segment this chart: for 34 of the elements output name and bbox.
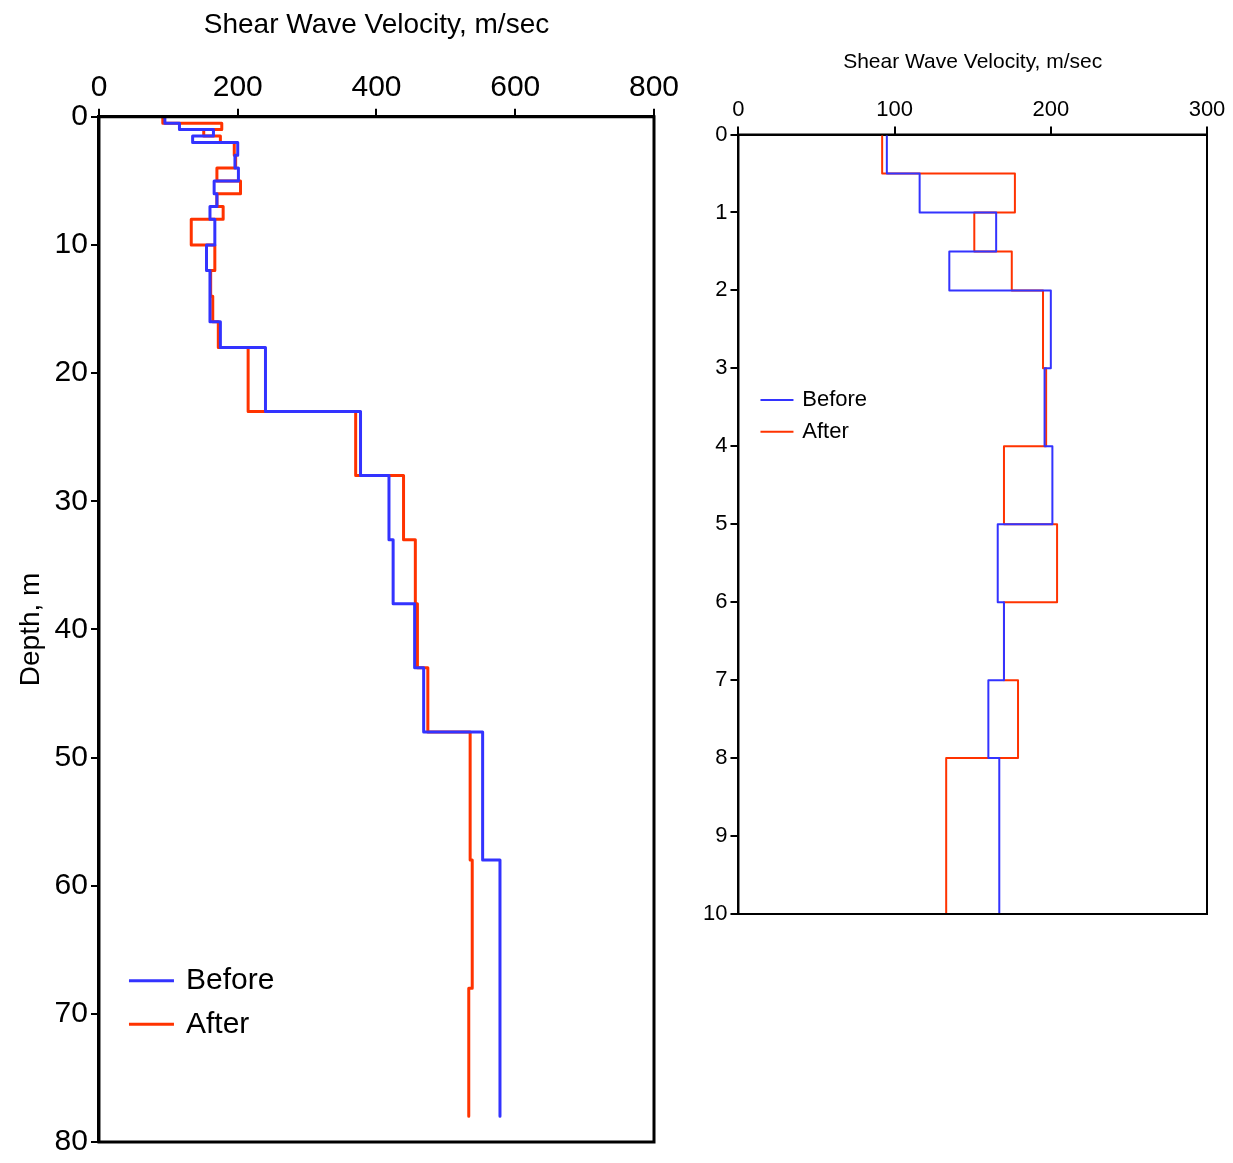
legend-label: After — [185, 1005, 250, 1039]
y-axis-title: Depth, m — [13, 572, 45, 687]
y-tick-label: 5 — [715, 510, 728, 536]
x-tick-label: 100 — [876, 96, 914, 122]
x-tick-label: 300 — [1188, 96, 1226, 122]
x-axis-title: Shear Wave Velocity, m/sec — [203, 7, 550, 39]
legend-label: After — [802, 417, 849, 443]
y-tick-label: 20 — [54, 354, 88, 388]
y-tick-label: 10 — [702, 900, 728, 926]
legend-label: Before — [185, 962, 275, 996]
y-tick-label: 6 — [715, 588, 728, 614]
y-tick-label: 70 — [54, 995, 88, 1029]
y-tick-label: 80 — [54, 1123, 88, 1157]
y-tick-label: 0 — [715, 120, 728, 146]
x-tick-label: 0 — [732, 96, 745, 122]
y-tick-label: 60 — [54, 866, 88, 900]
legend-label: Before — [802, 385, 868, 411]
y-tick-label: 30 — [54, 482, 88, 516]
y-tick-label: 4 — [715, 432, 728, 458]
y-tick-label: 2 — [715, 276, 728, 302]
x-tick-label: 600 — [490, 69, 541, 103]
y-tick-label: 3 — [715, 354, 728, 380]
y-tick-label: 10 — [54, 226, 88, 260]
x-tick-label: 200 — [1032, 96, 1070, 122]
y-tick-label: 7 — [715, 666, 728, 692]
x-tick-label: 800 — [628, 69, 680, 103]
x-tick-label: 200 — [212, 69, 263, 103]
y-tick-label: 40 — [54, 610, 88, 644]
x-axis-title: Shear Wave Velocity, m/sec — [843, 49, 1103, 73]
y-tick-label: 1 — [715, 198, 728, 224]
x-tick-label: 400 — [351, 69, 402, 103]
y-tick-label: 9 — [715, 822, 728, 848]
y-tick-label: 50 — [54, 738, 88, 772]
y-tick-label: 8 — [715, 744, 728, 770]
